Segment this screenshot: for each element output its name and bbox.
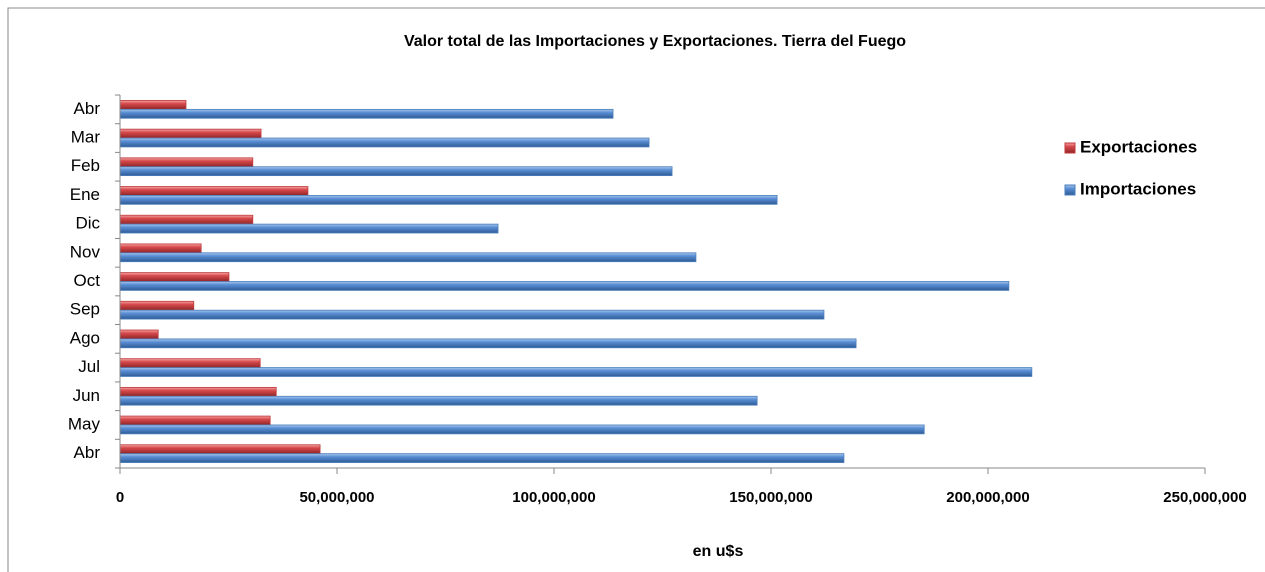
bar [119, 166, 673, 177]
bar [119, 186, 309, 196]
bar [119, 195, 778, 205]
y-tick-label: Oct [74, 271, 101, 290]
legend-swatch [1064, 184, 1076, 196]
legend-swatch [1064, 142, 1076, 154]
bar [119, 157, 254, 168]
bar [119, 329, 159, 340]
y-tick-label: Nov [70, 242, 101, 261]
y-tick-label: Abr [74, 99, 101, 118]
legend-label: Exportaciones [1080, 137, 1197, 156]
chart-frame [7, 7, 1265, 572]
y-tick-label: Dic [75, 214, 100, 233]
x-tick-label: 50,000,000 [299, 489, 374, 506]
x-tick-label: 200,000,000 [946, 489, 1029, 506]
x-tick-label: 150,000,000 [729, 489, 812, 506]
bar [119, 108, 614, 119]
y-tick-label: Feb [71, 156, 100, 175]
bar [119, 300, 195, 311]
bar [119, 386, 277, 397]
bar [119, 243, 202, 254]
bar [119, 453, 845, 463]
bar [119, 358, 261, 368]
bar [119, 281, 1010, 291]
chart-title: Valor total de las Importaciones y Expor… [404, 33, 906, 50]
bar [119, 137, 650, 148]
x-tick-label: 0 [116, 489, 124, 506]
bar [119, 424, 925, 435]
x-axis-label: en u$s [693, 543, 744, 560]
bar [119, 223, 499, 234]
y-tick-label: Jun [73, 386, 100, 405]
x-tick-label: 100,000,000 [512, 489, 595, 506]
y-tick-label: Abr [74, 443, 101, 462]
bar [119, 338, 857, 349]
x-tick-label: 250,000,000 [1163, 489, 1246, 506]
y-tick-label: Sep [70, 300, 100, 319]
bar [119, 444, 321, 455]
bar [119, 367, 1033, 377]
y-tick-label: Ene [70, 185, 100, 204]
y-tick-label: Mar [71, 128, 101, 147]
y-tick-label: Ago [70, 328, 100, 347]
bar [119, 395, 758, 406]
y-tick-label: Jul [78, 357, 100, 376]
y-tick-label: May [68, 414, 101, 433]
legend-label: Importaciones [1080, 179, 1196, 198]
bar [119, 128, 262, 139]
bar [119, 100, 187, 110]
bar [119, 309, 825, 320]
bar [119, 214, 254, 225]
bar [119, 252, 697, 263]
bar [119, 272, 230, 282]
bar [119, 415, 271, 426]
